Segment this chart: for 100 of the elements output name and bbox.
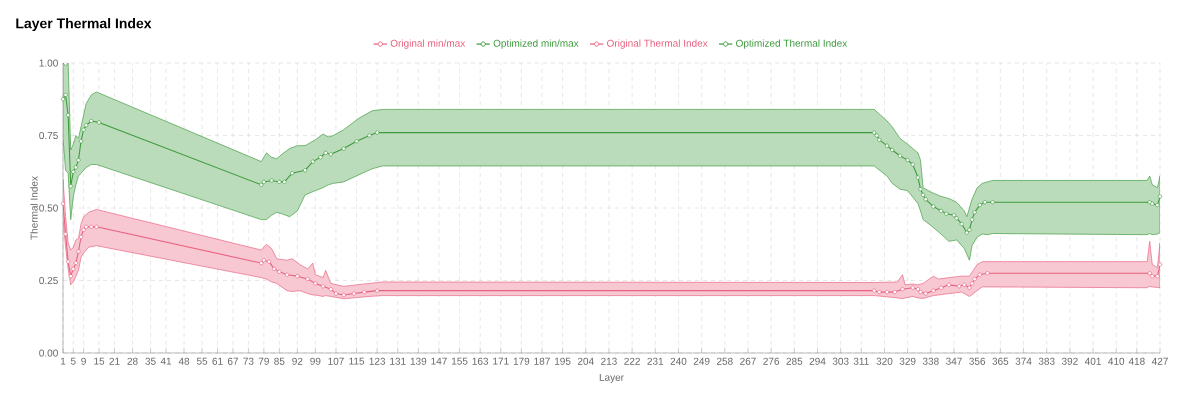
- x-tick-label: 401: [1084, 357, 1101, 365]
- point: [63, 232, 68, 237]
- point: [96, 120, 102, 125]
- point: [959, 221, 964, 227]
- point: [872, 288, 877, 293]
- x-tick-label: 427: [1151, 357, 1168, 365]
- x-tick-label: 294: [809, 357, 826, 365]
- point: [931, 204, 936, 209]
- point: [277, 269, 282, 274]
- point: [972, 210, 977, 215]
- point: [884, 290, 890, 295]
- x-tick-label: 303: [832, 357, 849, 365]
- point: [272, 266, 277, 271]
- point: [967, 227, 972, 232]
- x-tick-label: 171: [493, 357, 509, 365]
- point: [946, 282, 951, 287]
- point: [354, 139, 359, 144]
- point: [897, 153, 902, 158]
- x-tick-label: 123: [369, 357, 386, 365]
- point: [375, 130, 380, 135]
- point: [892, 290, 897, 295]
- point: [1155, 203, 1160, 208]
- point: [277, 179, 282, 184]
- point: [81, 127, 86, 132]
- point: [333, 291, 339, 296]
- point: [318, 155, 323, 160]
- point: [351, 291, 357, 296]
- x-tick-label: 131: [390, 357, 406, 365]
- point: [951, 213, 957, 218]
- point: [76, 158, 81, 163]
- x-tick-label: 276: [763, 357, 780, 365]
- x-tick-label: 338: [922, 357, 939, 365]
- point: [66, 259, 71, 264]
- x-tick-label: 285: [786, 357, 803, 365]
- point: [284, 272, 290, 277]
- point: [957, 284, 962, 289]
- x-tick-label: 115: [349, 357, 365, 365]
- point: [84, 224, 89, 229]
- point: [900, 287, 905, 292]
- x-tick-label: 15: [94, 357, 105, 365]
- y-tick-label: 0.00: [39, 349, 58, 357]
- point: [84, 123, 89, 128]
- point: [63, 92, 68, 97]
- point: [967, 285, 972, 290]
- point: [295, 274, 300, 279]
- legend-label: Original min/max: [390, 39, 466, 49]
- x-tick-label: 163: [472, 357, 489, 365]
- point: [71, 266, 76, 271]
- point: [66, 113, 71, 118]
- point: [969, 217, 975, 222]
- legend-label: Optimized min/max: [493, 39, 579, 49]
- point: [328, 287, 333, 292]
- point: [884, 143, 890, 148]
- point: [923, 197, 928, 202]
- point: [362, 290, 367, 295]
- point: [1150, 201, 1155, 206]
- x-tick-label: 356: [969, 357, 986, 365]
- point: [68, 184, 73, 189]
- point: [259, 182, 264, 187]
- point: [905, 158, 910, 163]
- point: [921, 192, 926, 198]
- point: [341, 146, 346, 151]
- x-tick-label: 5: [70, 357, 76, 365]
- x-tick-label: 187: [534, 357, 550, 365]
- point: [931, 288, 936, 293]
- point: [910, 162, 915, 167]
- point: [341, 292, 346, 298]
- x-tick-label: 383: [1038, 357, 1055, 365]
- point: [94, 224, 99, 229]
- point: [78, 139, 84, 144]
- y-tick-label: 0.25: [39, 276, 58, 285]
- point: [1157, 194, 1163, 199]
- x-tick-label: 107: [328, 357, 344, 365]
- x-tick-label: 28: [127, 357, 138, 365]
- point: [76, 249, 81, 254]
- point: [60, 97, 66, 102]
- x-tick-label: 267: [740, 357, 756, 365]
- x-tick-label: 392: [1061, 357, 1078, 365]
- x-tick-label: 9: [81, 357, 86, 365]
- point: [68, 274, 73, 279]
- point: [918, 187, 923, 192]
- x-tick-label: 418: [1128, 357, 1145, 365]
- point: [910, 285, 915, 290]
- point: [313, 281, 318, 286]
- point: [1150, 274, 1155, 279]
- x-tick-label: 99: [310, 357, 321, 365]
- point: [972, 276, 977, 282]
- point: [977, 203, 982, 208]
- x-tick-label: 155: [451, 357, 468, 365]
- point: [915, 175, 921, 180]
- x-tick-label: 347: [946, 357, 962, 365]
- x-tick-label: 195: [554, 357, 571, 365]
- x-tick-label: 231: [647, 357, 664, 365]
- point: [367, 133, 372, 138]
- point: [261, 258, 266, 263]
- x-tick-label: 365: [992, 357, 1009, 365]
- point: [872, 130, 877, 135]
- point: [969, 281, 975, 286]
- point: [71, 169, 76, 174]
- point: [323, 150, 328, 155]
